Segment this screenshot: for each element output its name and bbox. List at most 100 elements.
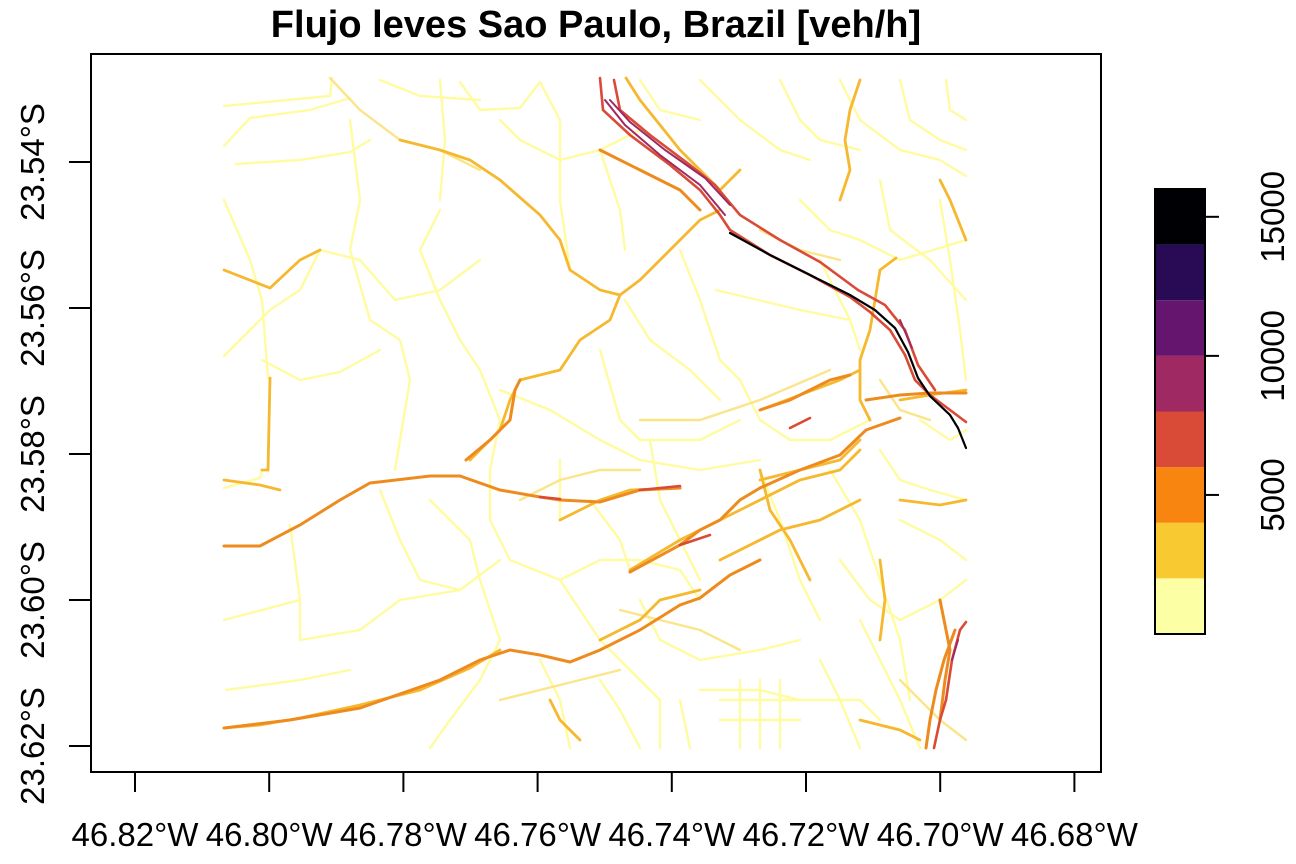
road [658,698,692,750]
legend-frame [1154,188,1206,635]
legend-tick-label: 15000 [1254,171,1291,263]
road [938,178,968,242]
y-tick-label: 23.62°S [14,687,51,805]
road [951,639,959,661]
road [758,373,852,412]
road [858,618,922,750]
road [538,658,572,750]
roads-medium [222,76,968,742]
road [878,178,968,302]
x-tick-label: 46.68°W [1011,816,1139,853]
legend-swatch [1155,244,1205,301]
roads-high [222,148,968,750]
color-legend: 5000 10000 15000 [1154,171,1291,635]
road [698,78,812,162]
road [518,468,642,502]
road [938,198,968,382]
road [478,368,562,582]
road [778,78,862,152]
road [348,118,412,472]
road [428,498,502,642]
road [878,378,932,422]
road [714,288,862,352]
road [818,658,862,750]
road [598,678,642,750]
roads-max [728,231,968,450]
road [438,78,447,202]
road [288,523,302,642]
road [838,78,968,178]
road [924,628,957,750]
road [498,668,622,702]
road [260,348,382,382]
legend-swatch [1155,300,1205,356]
road [612,78,860,292]
road [898,518,968,562]
road [538,80,572,272]
road [678,533,712,547]
road [758,468,812,582]
road [878,558,887,642]
road [222,468,264,490]
road [858,718,922,742]
road [222,603,682,730]
road [864,391,968,402]
road [558,558,702,602]
road [298,558,502,642]
road [222,76,334,108]
road [378,488,462,592]
road [498,388,762,472]
road [638,484,682,492]
road [938,598,952,722]
legend-tick-label: 5000 [1254,458,1291,531]
legend-swatch [1155,578,1205,634]
road [788,416,812,430]
road [899,319,913,349]
road [260,376,272,472]
x-tick-label: 46.72°W [743,816,871,853]
road [222,96,352,148]
road [378,78,482,102]
road [758,468,822,622]
road [548,698,582,742]
road [224,668,352,692]
road [898,678,968,742]
road [623,298,722,402]
road [222,198,270,380]
x-tick-label: 46.70°W [877,816,1005,853]
legend-swatch [1155,411,1205,468]
road [648,438,702,582]
road [638,598,802,662]
road [758,416,902,490]
legend-swatch [1155,189,1205,245]
road [468,293,622,462]
road [318,248,482,302]
road [604,99,726,216]
y-tick-label: 23.54°S [14,103,51,221]
x-tick-label: 46.82°W [72,816,200,853]
roads-very-low [222,76,968,750]
road [222,598,302,622]
road-network [222,76,968,750]
legend-tick-label: 10000 [1254,310,1291,402]
y-tick-label: 23.56°S [14,249,51,367]
road [458,80,542,112]
road [418,208,482,372]
x-tick-label: 46.80°W [206,816,334,853]
road [428,638,502,750]
legend-swatch [1155,355,1205,412]
y-tick-label: 23.60°S [14,541,51,659]
road [944,78,968,122]
road [598,76,732,232]
road [638,78,702,122]
road [678,558,762,607]
road [758,438,862,482]
road [728,231,968,450]
road [222,248,322,290]
roads-extreme [604,99,959,661]
road [234,138,372,166]
map-title: Flujo leves Sao Paulo, Brazil [veh/h] [270,4,922,46]
road [818,258,852,322]
road [222,474,542,548]
